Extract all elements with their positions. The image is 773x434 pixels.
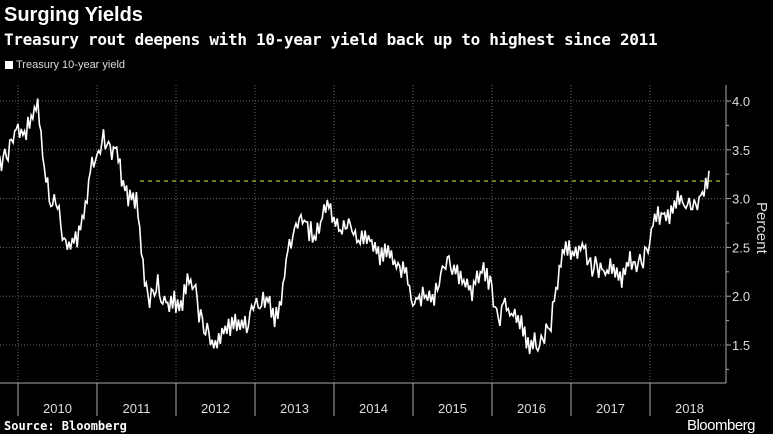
- legend: Treasury 10-year yield: [5, 59, 125, 71]
- y-tick-label: 4.0: [732, 94, 750, 109]
- yield-line: [0, 98, 710, 355]
- legend-swatch: [5, 61, 13, 69]
- x-tick-label: 2017: [596, 401, 625, 416]
- x-tick-label: 2012: [201, 401, 230, 416]
- bloomberg-logo: Bloomberg: [686, 417, 756, 434]
- x-tick-label: 2013: [280, 401, 309, 416]
- legend-label: Treasury 10-year yield: [16, 59, 126, 71]
- y-tick-label: 3.5: [732, 143, 750, 158]
- x-tick-label: 2016: [517, 401, 546, 416]
- chart-title: Surging Yields: [4, 4, 143, 26]
- y-axis-label: Percent: [753, 202, 770, 255]
- x-tick-label: 2018: [675, 401, 704, 416]
- x-tick-label: 2014: [359, 401, 388, 416]
- x-tick-label: 2011: [123, 401, 151, 416]
- x-tick-label: 2015: [438, 401, 467, 416]
- chart-subtitle: Treasury rout deepens with 10-year yield…: [4, 30, 658, 49]
- y-tick-label: 2.0: [732, 289, 750, 304]
- y-tick-label: 1.5: [732, 338, 750, 353]
- y-tick-label: 3.0: [732, 192, 750, 207]
- x-tick-label: 2010: [43, 401, 72, 416]
- y-tick-label: 2.5: [732, 240, 750, 255]
- source-note: Source: Bloomberg: [4, 419, 127, 433]
